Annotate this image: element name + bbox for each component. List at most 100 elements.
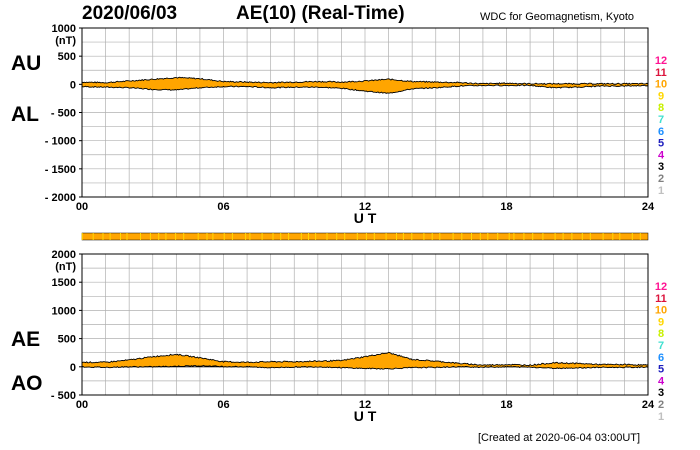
availability-tick [471, 233, 472, 240]
au-al-y-tick-label: 0 [70, 79, 76, 91]
ae-ao-x-tick-label: 24 [642, 399, 655, 411]
ae-ao-plot-frame [81, 253, 649, 396]
au-al-station-legend-3: 3 [658, 161, 664, 173]
availability-tick [315, 233, 317, 240]
availability-tick [411, 233, 413, 240]
ae-ao-ae-series-line [81, 351, 649, 367]
au-al-filled-area [82, 77, 648, 94]
ae-ao-y-tick-label: 500 [58, 334, 76, 346]
availability-tick [300, 233, 302, 240]
availability-tick [402, 233, 404, 240]
au-al-x-tick-label: 00 [76, 201, 88, 213]
ae-ao-x-tick-label: 12 [359, 399, 371, 411]
availability-tick [612, 233, 614, 240]
ae-ao-y-tick-label: - 500 [51, 390, 76, 402]
availability-tick [245, 233, 247, 240]
availability-tick [365, 233, 367, 240]
availability-tick [261, 233, 263, 240]
availability-tick [288, 233, 290, 240]
ae-ao-station-legend-11: 11 [655, 293, 667, 305]
availability-tick [523, 233, 525, 240]
ae-ao-y-tick-label: 1500 [52, 277, 76, 289]
au-al-station-legend-1: 1 [658, 185, 664, 197]
availability-tick [639, 233, 641, 240]
availability-tick [197, 233, 199, 240]
availability-tick [231, 233, 233, 240]
au-al-unit-label: (nT) [55, 35, 76, 47]
au-al-y-tick-label: 1000 [52, 23, 76, 35]
au-al-y-tick-label: - 2000 [45, 192, 76, 204]
ae-ao-station-legend-7: 7 [658, 340, 664, 352]
availability-tick [542, 233, 544, 240]
ae-ao-x-tick-label: 06 [217, 399, 229, 411]
availability-tick [513, 233, 515, 240]
au-al-station-legend-2: 2 [658, 173, 664, 185]
availability-tick [479, 233, 481, 240]
availability-tick [497, 233, 499, 240]
au-al-x-tick-label: 18 [500, 201, 512, 213]
availability-tick [461, 233, 463, 240]
ae-ao-y-tick-label: 2000 [52, 249, 76, 261]
availability-tick [619, 233, 621, 240]
availability-tick [631, 233, 633, 240]
au-label: AU [11, 52, 42, 75]
availability-tick [158, 233, 160, 240]
availability-tick [92, 233, 94, 240]
availability-tick [344, 233, 346, 240]
ae-ao-station-legend-4: 4 [658, 375, 665, 387]
ae-ao-unit-label: (nT) [55, 261, 76, 273]
au-al-x-tick-label: 24 [642, 201, 655, 213]
au-al-station-legend-6: 6 [658, 126, 664, 138]
availability-tick [140, 233, 141, 240]
availability-tick [109, 233, 111, 240]
ae-ao-x-tick-label: 00 [76, 399, 88, 411]
au-al-station-legend-10: 10 [655, 79, 667, 91]
availability-tick [431, 233, 433, 240]
au-al-station-legend-12: 12 [655, 55, 667, 67]
ae-ao-station-legend-8: 8 [658, 328, 664, 340]
availability-tick [183, 233, 185, 240]
ae-ao-x-tick-label: 18 [500, 399, 512, 411]
au-al-au-series-line [81, 76, 649, 85]
au-al-station-legend-9: 9 [658, 90, 664, 102]
availability-tick [81, 233, 83, 240]
availability-tick [223, 233, 225, 240]
availability-tick [102, 233, 104, 240]
availability-tick [126, 233, 128, 240]
ae-ao-y-tick-label: 0 [70, 362, 76, 374]
availability-tick [439, 233, 441, 240]
availability-tick [249, 233, 251, 240]
ae-ao-station-legend-1: 1 [658, 411, 664, 423]
au-al-station-legend-8: 8 [658, 102, 664, 114]
ae-ao-station-legend-2: 2 [658, 399, 664, 411]
availability-tick [175, 233, 177, 240]
availability-tick [532, 233, 534, 240]
ae-label: AE [11, 328, 41, 351]
availability-tick [149, 233, 151, 240]
ae-ao-station-legend-9: 9 [658, 316, 664, 328]
availability-tick [373, 233, 375, 240]
availability-tick [308, 233, 309, 240]
al-label: AL [11, 103, 39, 126]
ae-ao-y-tick-label: 1000 [52, 305, 76, 317]
availability-tick [589, 233, 591, 240]
ae-ao-x-axis-title: U T [354, 408, 377, 424]
availability-tick [165, 233, 167, 240]
ae-ao-ao-series-line [81, 364, 649, 370]
au-al-station-legend-4: 4 [658, 149, 665, 161]
availability-tick [206, 233, 208, 240]
au-al-y-tick-label: 500 [58, 51, 76, 63]
ae-ao-station-legend-3: 3 [658, 387, 664, 399]
au-al-x-tick-label: 12 [359, 201, 371, 213]
au-al-al-series-line [81, 84, 649, 94]
availability-tick [508, 233, 510, 240]
ae-ao-station-legend-5: 5 [658, 364, 664, 376]
au-al-x-axis-title: U T [354, 210, 377, 226]
au-al-station-legend-5: 5 [658, 138, 664, 150]
ae-ao-station-legend-10: 10 [655, 305, 667, 317]
au-al-y-tick-label: - 1500 [45, 164, 76, 176]
availability-tick [212, 233, 214, 240]
au-al-station-legend-11: 11 [655, 67, 667, 79]
availability-tick [272, 233, 274, 240]
